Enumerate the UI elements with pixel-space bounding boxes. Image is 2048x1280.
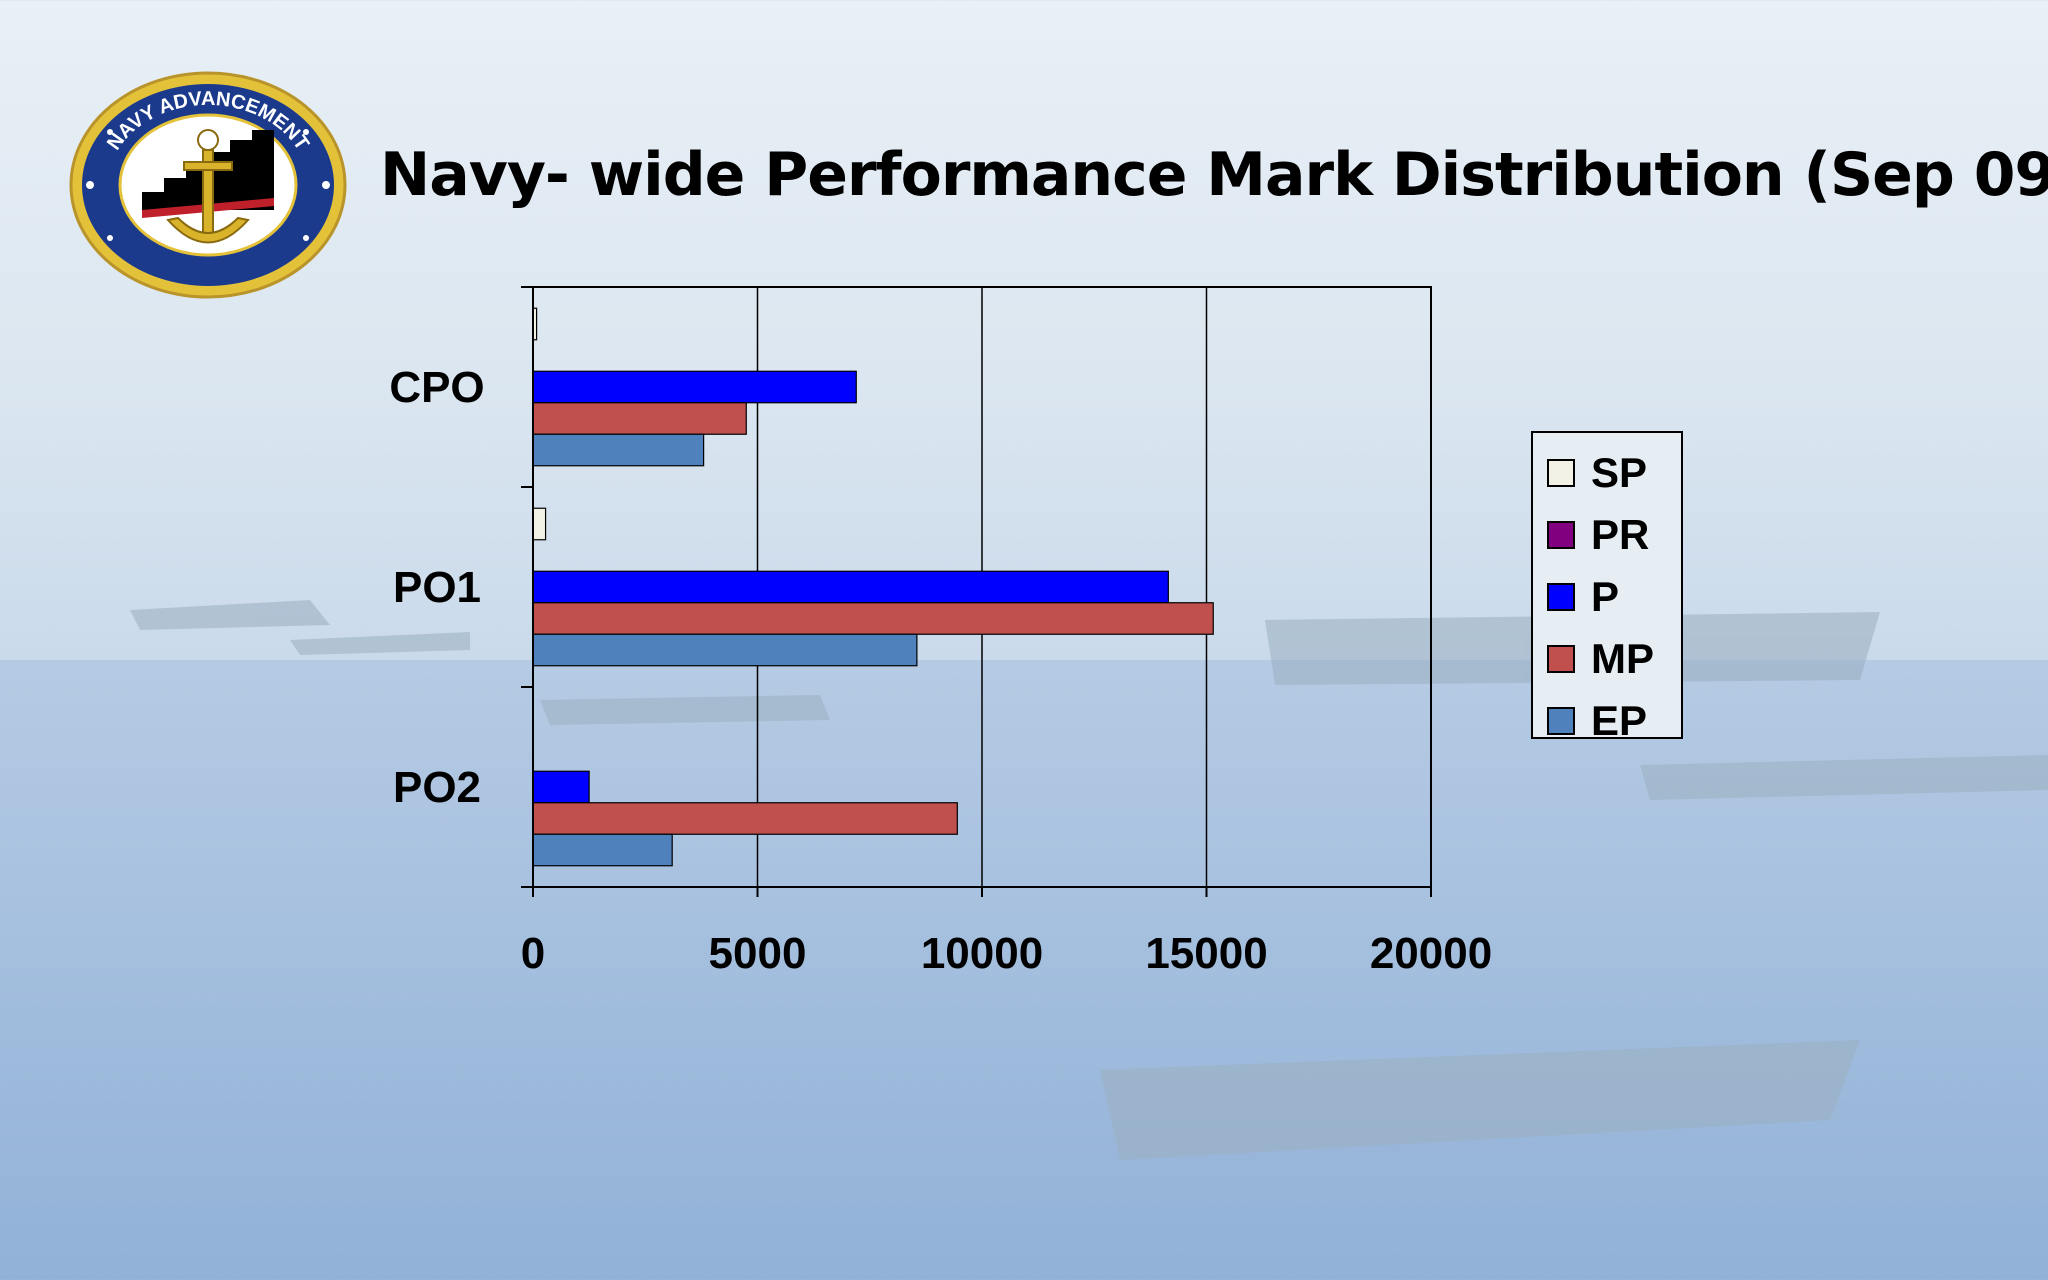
x-tick-label: 15000 (1145, 929, 1267, 978)
navy-advancement-center-logo: NAVY ADVANCEMENT CENTER (69, 71, 347, 299)
legend-swatch (1547, 707, 1575, 735)
bar-mp-po2 (532, 802, 958, 835)
y-category-label: PO2 (393, 763, 481, 812)
x-tick-label: 20000 (1370, 929, 1492, 978)
y-category-label: PO1 (393, 563, 481, 612)
bar-p-po2 (532, 770, 590, 804)
chart-axes: 0 5000 10000 15000 20000 CPO PO1 PO2 (389, 286, 1492, 978)
legend-label: SP (1591, 449, 1648, 496)
legend-item-sp: SP (1547, 448, 1647, 498)
legend-label: MP (1591, 635, 1654, 682)
x-tick-label: 10000 (921, 929, 1043, 978)
legend-label: P (1591, 573, 1620, 620)
legend-swatch (1547, 521, 1575, 549)
legend-label: PR (1591, 511, 1650, 558)
bar-p-po1 (532, 570, 1169, 604)
legend-item-ep: EP (1547, 696, 1647, 746)
bar-mp-po1 (532, 602, 1214, 635)
x-tick-label: 5000 (709, 929, 807, 978)
legend-item-p: P (1547, 572, 1619, 622)
bar-mp-cpo (532, 402, 747, 435)
bar-ep-po1 (532, 633, 918, 667)
bar-sp-po1 (532, 507, 547, 541)
legend-label: EP (1591, 697, 1648, 744)
bar-p-cpo (532, 370, 857, 404)
bar-ep-cpo (532, 433, 705, 467)
chart-bars (532, 307, 1214, 867)
legend-item-pr: PR (1547, 510, 1649, 560)
y-category-label: CPO (389, 363, 484, 412)
legend-item-mp: MP (1547, 634, 1654, 684)
legend-swatch (1547, 583, 1575, 611)
x-tick-label: 0 (521, 929, 545, 978)
slide-title: Navy- wide Performance Mark Distribution… (380, 140, 2048, 210)
legend-swatch (1547, 645, 1575, 673)
legend-swatch (1547, 459, 1575, 487)
bar-ep-po2 (532, 833, 673, 867)
chart-legend: SP PR P MP EP (1531, 431, 1683, 744)
